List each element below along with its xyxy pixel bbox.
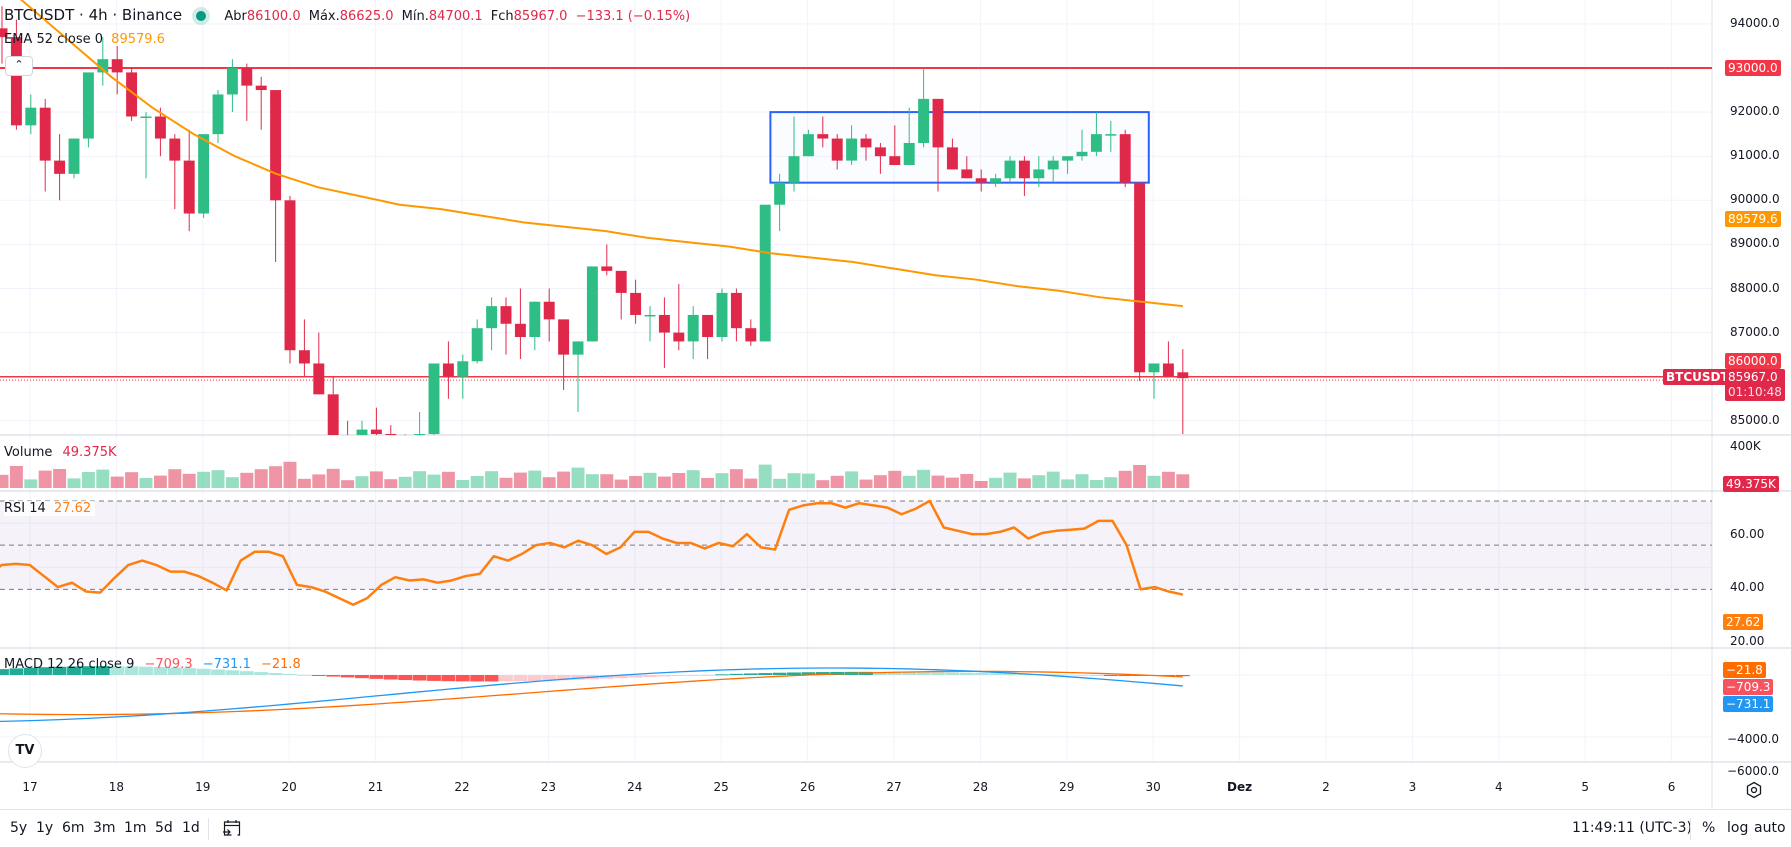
macd-label: MACD 12 26 close 9	[4, 657, 135, 672]
symbol-price-tag: BTCUSDT	[1663, 369, 1732, 385]
volume-value: 49.375K	[62, 445, 117, 460]
main-legend: BTCUSDT · 4h · Binance Abr86100.0 Máx.86…	[4, 6, 690, 24]
rsi-tag: 27.62	[1723, 614, 1764, 630]
rsi-axis-tick-60: 60.00	[1730, 527, 1765, 541]
price-axis-tick: 88000.0	[1730, 280, 1780, 295]
tradingview-logo[interactable]: TV	[8, 734, 42, 768]
time-axis-label: 29	[1059, 780, 1075, 794]
symbol-title[interactable]: BTCUSDT · 4h · Binance	[4, 6, 183, 24]
time-axis-label: 21	[367, 780, 384, 794]
rsi-value: 27.62	[53, 501, 92, 516]
range-5d-button[interactable]: 5d	[155, 820, 173, 836]
time-axis-label: 19	[195, 780, 211, 794]
time-axis-label: 26	[799, 780, 816, 794]
macd-line-tag: −731.1	[1723, 696, 1774, 712]
close-label: Fch	[490, 9, 514, 24]
range-1d-button[interactable]: 1d	[182, 820, 200, 836]
high-label: Máx.	[308, 9, 340, 24]
volume-label: Volume	[4, 445, 53, 460]
time-axis-label: 6	[1667, 780, 1676, 794]
range-5y-button[interactable]: 5y	[10, 820, 28, 836]
price-axis-tick: 90000.0	[1730, 192, 1780, 207]
low-value: 84700.1	[428, 9, 483, 24]
range-1y-button[interactable]: 1y	[36, 820, 54, 836]
gear-icon[interactable]	[1745, 781, 1763, 799]
rsi-legend[interactable]: RSI 14 27.62	[4, 501, 96, 516]
low-label: Mín.	[401, 9, 429, 24]
time-axis-label: 5	[1581, 780, 1590, 794]
macd-signal-value: −21.8	[260, 657, 301, 672]
macd-histogram-value: −709.3	[144, 657, 193, 672]
time-axis-label: Dez	[1227, 780, 1253, 794]
price-axis-tick: 94000.0	[1730, 15, 1780, 30]
rsi-axis-tick-40: 40.00	[1730, 580, 1765, 594]
change-value: −133.1 (−0.15%)	[575, 9, 691, 24]
time-axis-label: 3	[1408, 780, 1417, 794]
ema-value: 89579.6	[111, 32, 165, 47]
high-value: 86625.0	[339, 9, 394, 24]
range-6m-button[interactable]: 6m	[62, 820, 85, 836]
ema-label: EMA 52 close 0	[4, 32, 104, 47]
time-axis-label: 27	[886, 780, 902, 794]
chevron-up-icon: ⌃	[14, 58, 24, 71]
last-price-value: 85967.0	[1728, 370, 1778, 384]
volume-tag: 49.375K	[1723, 476, 1779, 492]
ema-price-tag: 89579.6	[1725, 211, 1781, 227]
open-label: Abr	[224, 9, 247, 24]
open-value: 86100.0	[246, 9, 301, 24]
bar-countdown: 01:10:48	[1728, 385, 1782, 399]
macd-histogram-tag: −709.3	[1723, 679, 1774, 695]
log-scale-toggle[interactable]: log	[1727, 820, 1749, 836]
time-axis-label: 20	[281, 780, 297, 794]
volume-legend[interactable]: Volume 49.375K	[4, 445, 117, 460]
calendar-goto-icon[interactable]	[222, 818, 242, 838]
macd-line-value: −731.1	[202, 657, 251, 672]
volume-axis-tick: 400K	[1730, 439, 1761, 453]
price-axis-tick: 87000.0	[1730, 324, 1780, 339]
time-axis-label: 24	[627, 780, 643, 794]
rsi-axis-tick-20: 20.00	[1730, 634, 1765, 648]
last-price-tag: 85967.0 01:10:48	[1725, 369, 1785, 401]
close-value: 85967.0	[513, 9, 568, 24]
hline-price-tag-2: 86000.0	[1725, 353, 1781, 369]
time-axis-label: 17	[22, 780, 38, 794]
time-axis-label: 23	[540, 780, 557, 794]
collapse-legend-button[interactable]: ⌃	[5, 56, 33, 76]
macd-legend[interactable]: MACD 12 26 close 9 −709.3 −731.1 −21.8	[4, 657, 301, 672]
price-axis-tick: 92000.0	[1730, 104, 1780, 119]
time-axis-label: 25	[713, 780, 729, 794]
market-open-status-icon	[196, 10, 207, 21]
macd-signal-tag: −21.8	[1723, 662, 1766, 678]
time-axis-label: 28	[972, 780, 989, 794]
price-axis-tick: 85000.0	[1730, 412, 1780, 427]
hline-price-tag: 93000.0	[1725, 60, 1781, 76]
price-axis-tick: 91000.0	[1730, 148, 1780, 163]
time-axis-label: 30	[1145, 780, 1161, 794]
macd-axis-tick-6000: −6000.0	[1727, 764, 1780, 778]
time-axis-label: 4	[1494, 780, 1503, 794]
range-3m-button[interactable]: 3m	[93, 820, 116, 836]
price-axis-tick: 89000.0	[1730, 236, 1780, 251]
macd-axis-tick-4000: −4000.0	[1727, 732, 1780, 746]
bottom-toolbar: 5y 1y 6m 3m 1m 5d 1d 11:49:11 (UTC-3) % …	[0, 809, 1791, 847]
range-1m-button[interactable]: 1m	[124, 820, 147, 836]
time-axis-label: 22	[454, 780, 470, 794]
ema-legend[interactable]: EMA 52 close 0 89579.6	[4, 32, 165, 47]
auto-scale-toggle[interactable]: auto	[1754, 820, 1786, 836]
rsi-label: RSI 14	[4, 501, 46, 516]
percent-scale-toggle[interactable]: %	[1702, 820, 1716, 836]
clock-timezone[interactable]: 11:49:11 (UTC-3)	[1572, 820, 1692, 836]
time-axis-label: 2	[1322, 780, 1330, 794]
time-axis-label: 18	[108, 780, 125, 794]
